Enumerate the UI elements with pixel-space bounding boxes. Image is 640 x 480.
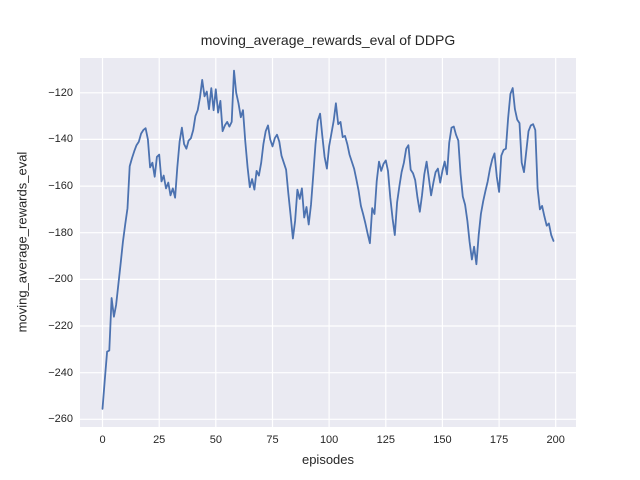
x-tick-label: 200 — [546, 434, 565, 446]
y-tick-label: −200 — [48, 273, 73, 286]
x-tick-label: 75 — [266, 434, 279, 446]
y-tick-label: −120 — [48, 86, 73, 99]
x-axis-label: episodes — [301, 452, 355, 467]
y-tick-label: −260 — [48, 413, 73, 426]
y-tick-label: −220 — [48, 320, 73, 332]
grid-lines — [80, 58, 576, 427]
plot-background — [80, 58, 576, 427]
y-tick-label: −180 — [48, 226, 73, 239]
y-tick-label: −160 — [48, 180, 73, 193]
x-tick-label: 150 — [433, 434, 452, 446]
x-tick-label: 25 — [153, 434, 166, 446]
x-tick-label: 50 — [209, 434, 222, 446]
plot-canvas — [80, 58, 576, 427]
chart-title: moving_average_rewards_eval of DDPG — [200, 32, 456, 48]
x-tick-label: 0 — [99, 434, 106, 446]
x-tick-label: 100 — [319, 434, 339, 446]
x-tick-label: 175 — [489, 434, 509, 446]
y-tick-label: −240 — [48, 366, 73, 379]
x-tick-label: 125 — [376, 434, 395, 446]
series-line — [101, 69, 555, 410]
plot-area — [80, 58, 576, 427]
y-tick-label: −140 — [48, 133, 73, 146]
